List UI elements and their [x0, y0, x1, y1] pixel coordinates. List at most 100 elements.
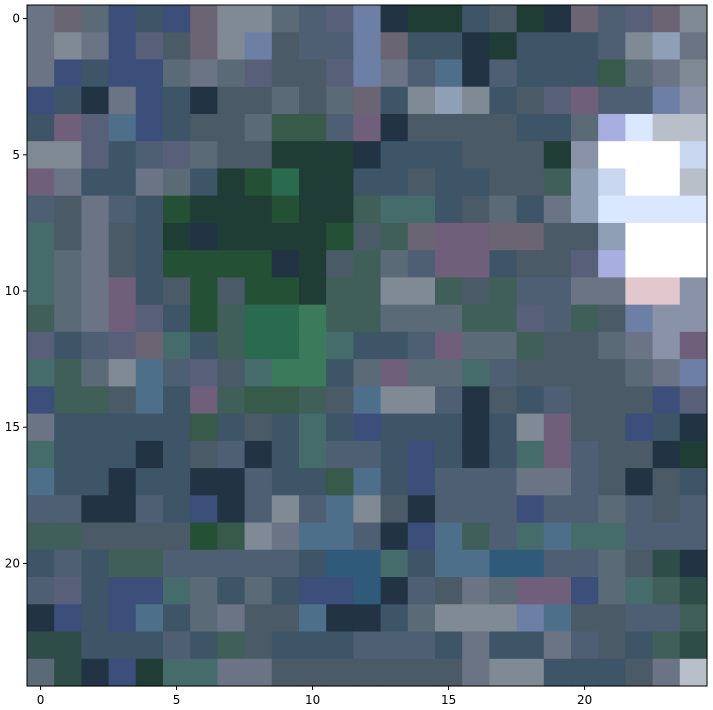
heatmap-cell-r24-c0: [27, 658, 55, 687]
heatmap-cell-r22-c14: [407, 604, 436, 633]
heatmap-cell-r21-c2: [81, 577, 110, 605]
heatmap-cell-r3-c22: [625, 86, 654, 115]
heatmap-cell-r6-c13: [380, 168, 409, 197]
heatmap-cell-r12-c0: [27, 331, 55, 360]
heatmap-cell-r5-c12: [353, 141, 382, 170]
heatmap-cell-r11-c22: [625, 304, 654, 333]
y-axis: 0 5 10 15 20: [5, 12, 27, 570]
heatmap-cell-r10-c16: [462, 277, 490, 306]
heatmap-cell-r10-c6: [190, 277, 218, 306]
heatmap-cell-r17-c20: [571, 468, 599, 496]
heatmap-cell-r21-c24: [679, 577, 708, 605]
heatmap-cell-r15-c2: [81, 413, 110, 442]
heatmap-cell-r4-c19: [543, 113, 572, 142]
heatmap-cell-r20-c4: [135, 549, 164, 578]
heatmap-cell-r13-c5: [163, 359, 191, 387]
heatmap-cell-r23-c12: [353, 631, 382, 660]
heatmap-cell-r5-c6: [190, 141, 218, 170]
heatmap-cell-r4-c4: [135, 113, 164, 142]
x-tick-label: 0: [37, 693, 45, 707]
heatmap-cell-r23-c2: [81, 631, 110, 660]
heatmap-cell-r13-c4: [135, 359, 164, 387]
heatmap-cell-r18-c18: [516, 495, 545, 524]
heatmap-cell-r13-c1: [54, 359, 82, 387]
heatmap-cell-r24-c19: [543, 658, 572, 687]
heatmap-cell-r24-c3: [108, 658, 137, 687]
heatmap-cell-r7-c14: [407, 195, 436, 224]
heatmap-cell-r14-c19: [543, 386, 572, 415]
heatmap-cell-r21-c5: [163, 577, 191, 605]
heatmap-cell-r1-c10: [299, 32, 327, 61]
heatmap-cell-r22-c10: [299, 604, 327, 633]
heatmap-cell-r7-c21: [598, 195, 626, 224]
heatmap-cell-r9-c20: [571, 250, 599, 278]
heatmap-cell-r0-c22: [625, 5, 654, 33]
heatmap-cell-r12-c24: [679, 331, 708, 360]
heatmap-cell-r9-c13: [380, 250, 409, 278]
heatmap-cell-r8-c11: [326, 222, 354, 251]
heatmap-cell-r11-c9: [271, 304, 300, 333]
heatmap-cell-r1-c6: [190, 32, 218, 61]
heatmap-cell-r22-c5: [163, 604, 191, 633]
heatmap-cell-r8-c3: [108, 222, 137, 251]
heatmap-cell-r1-c13: [380, 32, 409, 61]
heatmap-cell-r13-c11: [326, 359, 354, 387]
heatmap-cell-r2-c17: [489, 59, 518, 88]
heatmap-cell-r23-c14: [407, 631, 436, 660]
heatmap-cell-r15-c5: [163, 413, 191, 442]
heatmap-cell-r9-c22: [625, 250, 654, 278]
heatmap-cell-r23-c21: [598, 631, 626, 660]
heatmap-cell-r2-c21: [598, 59, 626, 88]
heatmap-cell-r1-c15: [435, 32, 463, 61]
heatmap-cell-r14-c18: [516, 386, 545, 415]
heatmap-cell-r11-c16: [462, 304, 490, 333]
heatmap-cell-r4-c13: [380, 113, 409, 142]
heatmap-cell-r2-c13: [380, 59, 409, 88]
heatmap-cell-r15-c19: [543, 413, 572, 442]
heatmap-cell-r2-c10: [299, 59, 327, 88]
heatmap-cell-r13-c7: [217, 359, 246, 387]
heatmap-cell-r10-c11: [326, 277, 354, 306]
heatmap-cell-r2-c8: [244, 59, 273, 88]
x-tick-label: 20: [577, 693, 592, 707]
heatmap-cell-r19-c20: [571, 522, 599, 551]
heatmap-cell-r3-c16: [462, 86, 490, 115]
heatmap-cell-r7-c5: [163, 195, 191, 224]
heatmap-cell-r12-c5: [163, 331, 191, 360]
heatmap-cell-r1-c2: [81, 32, 110, 61]
heatmap-cell-r14-c11: [326, 386, 354, 415]
heatmap-cell-r14-c15: [435, 386, 463, 415]
heatmap-cell-r11-c24: [679, 304, 708, 333]
heatmap-cell-r24-c14: [407, 658, 436, 687]
heatmap-cell-r8-c2: [81, 222, 110, 251]
heatmap-cell-r14-c14: [407, 386, 436, 415]
heatmap-cell-r18-c11: [326, 495, 354, 524]
heatmap-cell-r13-c13: [380, 359, 409, 387]
heatmap-cell-r8-c20: [571, 222, 599, 251]
heatmap-cell-r2-c11: [326, 59, 354, 88]
heatmap-cell-r19-c19: [543, 522, 572, 551]
heatmap-cell-r1-c24: [679, 32, 708, 61]
heatmap-cell-r24-c17: [489, 658, 518, 687]
heatmap-cell-r10-c20: [571, 277, 599, 306]
heatmap-cell-r15-c11: [326, 413, 354, 442]
heatmap-cell-r0-c4: [135, 5, 164, 33]
heatmap-cell-r23-c6: [190, 631, 218, 660]
heatmap-cell-r21-c11: [326, 577, 354, 605]
heatmap-cell-r18-c5: [163, 495, 191, 524]
heatmap-cell-r6-c17: [489, 168, 518, 197]
heatmap-cell-r12-c1: [54, 331, 82, 360]
heatmap-cell-r24-c2: [81, 658, 110, 687]
heatmap-cell-r5-c0: [27, 141, 55, 170]
heatmap-cell-r12-c10: [299, 331, 327, 360]
heatmap-cell-r3-c4: [135, 86, 164, 115]
heatmap-cell-r11-c15: [435, 304, 463, 333]
heatmap-cell-r16-c8: [244, 440, 273, 469]
heatmap-cell-r6-c2: [81, 168, 110, 197]
heatmap-cell-r18-c17: [489, 495, 518, 524]
heatmap-cell-r11-c12: [353, 304, 382, 333]
heatmap-cell-r2-c15: [435, 59, 463, 88]
heatmap-cell-r23-c13: [380, 631, 409, 660]
heatmap-cell-r1-c14: [407, 32, 436, 61]
heatmap-cell-r17-c7: [217, 468, 246, 496]
